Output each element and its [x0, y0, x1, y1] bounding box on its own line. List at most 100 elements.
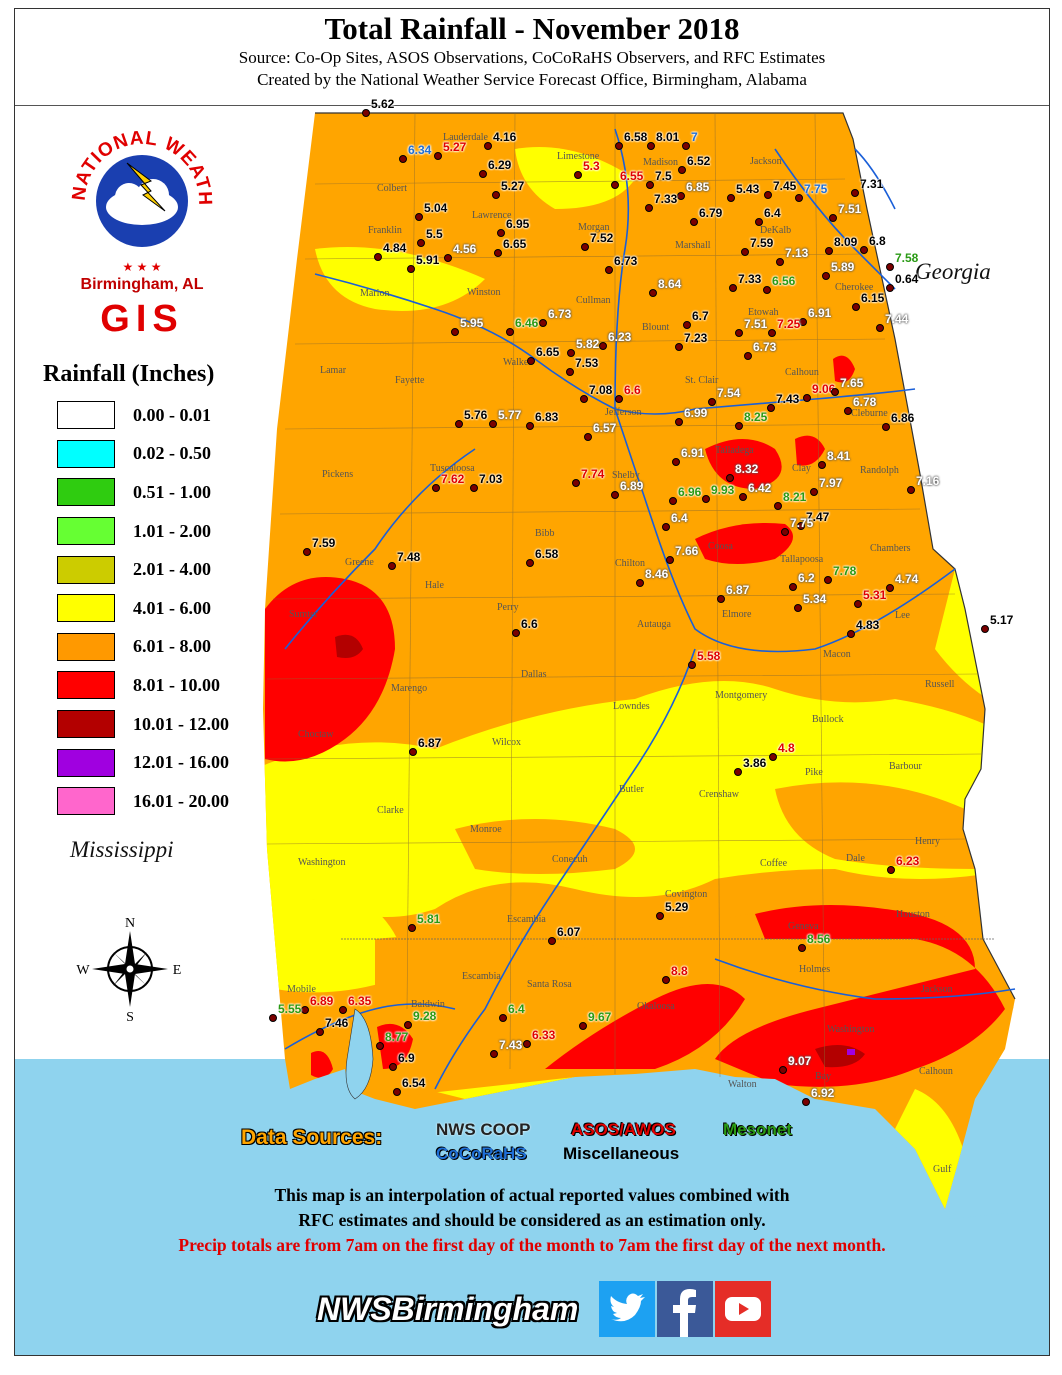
- station-value: 7.59: [750, 236, 774, 250]
- station-value: 0.64: [895, 272, 919, 286]
- station-dot: [767, 404, 775, 412]
- county-label: Macon: [823, 649, 851, 660]
- station-value: 7.33: [654, 192, 678, 206]
- station-dot: [887, 866, 895, 874]
- station-dot: [851, 189, 859, 197]
- youtube-icon[interactable]: [715, 1281, 771, 1337]
- station-dot: [579, 1022, 587, 1030]
- county-label: Houston: [896, 909, 930, 920]
- station-value: 9.67: [588, 1010, 612, 1024]
- compass-e: E: [173, 963, 181, 978]
- station-value: 5.76: [464, 408, 488, 422]
- data-sources-label: Data Sources:: [241, 1126, 383, 1149]
- station-value: 6.99: [684, 406, 708, 420]
- rain-zone-12-16-bay: [847, 1049, 855, 1055]
- station-value: 6.83: [535, 410, 559, 424]
- legend-label: 16.01 - 20.00: [133, 790, 229, 811]
- station-dot: [615, 142, 623, 150]
- station-dot: [539, 319, 547, 327]
- station-value: 7.16: [916, 474, 940, 488]
- station-value: 6.29: [488, 158, 512, 172]
- legend-swatch: [57, 748, 115, 777]
- station-dot: [662, 523, 670, 531]
- station-dot: [677, 192, 685, 200]
- map-frame: Total Rainfall - November 2018 Source: C…: [14, 8, 1050, 1356]
- twitter-icon[interactable]: [599, 1281, 655, 1337]
- rain-zone-4-6-southwest: [263, 899, 402, 993]
- station-dot: [490, 1050, 498, 1058]
- station-value: 6.96: [678, 485, 702, 499]
- station-dot: [451, 328, 459, 336]
- station-value: 5.34: [803, 592, 827, 606]
- station-dot: [886, 263, 894, 271]
- station-value: 7.75: [804, 182, 828, 196]
- county-label: St. Clair: [685, 375, 719, 386]
- county-label: Marengo: [391, 683, 428, 694]
- logo-cloud-puff-2: [137, 179, 169, 211]
- rain-zone-8-10-talladega: [705, 439, 782, 489]
- station-dot: [803, 394, 811, 402]
- county-label: Hale: [425, 580, 444, 591]
- station-dot: [408, 924, 416, 932]
- county-label: Washington: [298, 857, 346, 868]
- station-dot: [611, 491, 619, 499]
- station-dot: [729, 284, 737, 292]
- station-dot: [825, 247, 833, 255]
- rivers: [284, 128, 1016, 1090]
- station-value: 6.85: [686, 180, 710, 194]
- station-value: 6.95: [506, 217, 530, 231]
- page-title: Total Rainfall - November 2018: [324, 11, 740, 46]
- station-dot: [734, 768, 742, 776]
- station-value: 9.07: [788, 1054, 812, 1068]
- nws-logo: NATIONAL WEATHER SERVICE ★ ★ ★ Birmingha…: [67, 111, 214, 340]
- legend-label: 4.01 - 6.00: [133, 597, 211, 618]
- station-value: 7.13: [785, 246, 809, 260]
- county-label: Lawrence: [472, 210, 512, 221]
- station-value: 7.75: [790, 516, 814, 530]
- legend-title: Rainfall (Inches): [43, 361, 215, 387]
- county-label: Dale: [846, 853, 865, 864]
- county-label: Blount: [642, 322, 670, 333]
- station-dot: [492, 191, 500, 199]
- station-dot: [763, 286, 771, 294]
- county-label: Butler: [619, 784, 644, 795]
- county-label: Russell: [925, 679, 955, 690]
- county-label: Escambia: [507, 914, 546, 925]
- station-value: 6.07: [557, 925, 581, 939]
- station-value: 6.23: [896, 854, 920, 868]
- station-value: 9.93: [711, 483, 735, 497]
- rain-zone-8-10-mobile: [311, 1051, 333, 1078]
- compass-w: W: [76, 963, 90, 978]
- county-label: Henry: [915, 836, 940, 847]
- station-dot: [636, 579, 644, 587]
- station-value: 7.62: [441, 472, 465, 486]
- station-value: 4.84: [383, 241, 407, 255]
- station-dot: [824, 576, 832, 584]
- county-label: Limestone: [557, 151, 600, 162]
- station-dot: [388, 562, 396, 570]
- county-label: Clarke: [377, 805, 404, 816]
- station-dot: [708, 398, 716, 406]
- station-value: 5.82: [576, 337, 600, 351]
- gulf-water-coast: [15, 1075, 1049, 1355]
- station-value: 7.23: [684, 331, 708, 345]
- station-dot: [615, 395, 623, 403]
- county-label: Bullock: [812, 714, 844, 725]
- compass-rose-icon: N S W E: [76, 916, 181, 1023]
- station-dot: [484, 142, 492, 150]
- station-dot: [584, 433, 592, 441]
- station-value: 6.65: [536, 345, 560, 359]
- county-label: Madison: [643, 157, 678, 168]
- station-dot: [675, 343, 683, 351]
- station-value: 6.87: [418, 736, 442, 750]
- legend-label: 0.51 - 1.00: [133, 481, 211, 502]
- station-value: 7.51: [744, 317, 768, 331]
- county-label: Perry: [497, 602, 519, 613]
- county-label: Monroe: [470, 824, 502, 835]
- facebook-icon[interactable]: [657, 1281, 713, 1337]
- county-label: Franklin: [368, 225, 402, 236]
- station-value: 7.54: [717, 386, 741, 400]
- station-value: 8.46: [645, 567, 669, 581]
- station-dot: [981, 625, 989, 633]
- legend-rows: 0.00 - 0.01 0.02 - 0.50 0.51 - 1.00 1.01 - …: [43, 396, 229, 821]
